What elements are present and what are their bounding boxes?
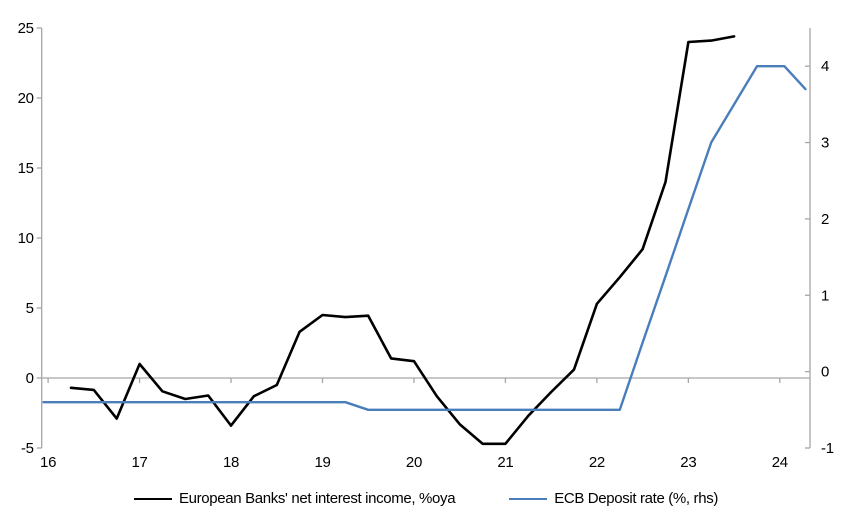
legend-item-nii: European Banks' net interest income, %oy…: [134, 490, 456, 507]
black-line-swatch-icon: [134, 497, 172, 500]
x-tick-label: 19: [314, 454, 330, 471]
legend-label-nii: European Banks' net interest income, %oy…: [179, 490, 456, 507]
x-tick-label: 22: [589, 454, 605, 471]
y-right-tick-label: 4: [821, 58, 829, 75]
y-left-tick-label: -5: [21, 440, 34, 457]
y-left-tick-label: 25: [18, 20, 34, 37]
y-right-tick-label: 2: [821, 211, 829, 228]
series-line-net-interest-income: [69, 35, 736, 446]
series-line-ecb-deposit-rate: [42, 64, 807, 411]
x-tick-label: 16: [40, 454, 56, 471]
y-left-tick-label: 10: [18, 230, 34, 247]
legend-item-ecb: ECB Deposit rate (%, rhs): [509, 490, 718, 507]
y-right-tick-label: 1: [821, 287, 829, 304]
blue-line-swatch-icon: [509, 497, 548, 500]
y-left-tick-label: 15: [18, 160, 34, 177]
y-left-tick-label: 5: [26, 300, 34, 317]
chart-legend: European Banks' net interest income, %oy…: [0, 490, 852, 507]
legend-label-ecb: ECB Deposit rate (%, rhs): [554, 490, 718, 507]
y-left-tick-label: 20: [18, 90, 34, 107]
x-tick-label: 23: [680, 454, 696, 471]
x-tick-label: 20: [406, 454, 422, 471]
x-tick-label: 17: [132, 454, 148, 471]
x-tick-label: 21: [497, 454, 513, 471]
y-right-tick-label: -1: [821, 440, 834, 457]
y-left-tick-label: 0: [26, 370, 34, 387]
y-right-tick-label: 0: [821, 364, 829, 381]
y-right-tick-label: 3: [821, 135, 829, 152]
x-tick-label: 18: [223, 454, 239, 471]
x-tick-label: 24: [772, 454, 788, 471]
